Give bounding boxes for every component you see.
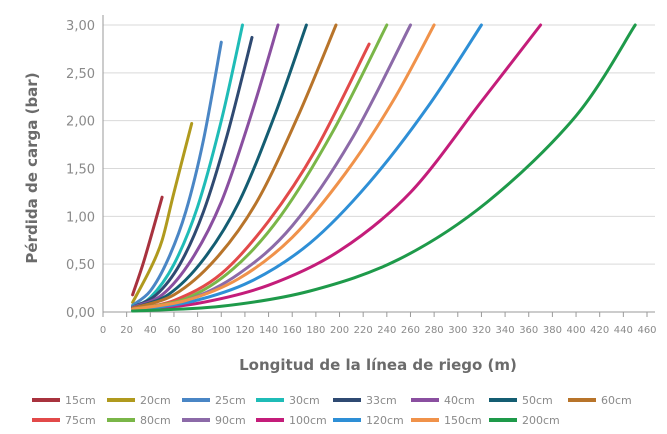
y-tick-label: 2,00 [66,115,95,130]
legend: 15cm 20cm 25cm 30cm 33cm 40cm 50cm 60cm 75cm 80cm… [32,394,632,427]
x-tick-label: 360 [519,325,538,336]
x-tick-label: 380 [543,325,562,336]
x-tick-label: 340 [496,325,515,336]
x-tick-label: 100 [212,325,231,336]
x-tick-label: 40 [144,325,157,336]
x-tick-label: 200 [330,325,349,336]
x-tick-label: 400 [566,325,585,336]
series-line-200cm [131,23,637,313]
legend-label-50cm: 50cm [522,394,553,407]
series-line-75cm [131,42,371,311]
series-line-60cm [131,23,338,310]
legend-label-80cm: 80cm [140,414,171,427]
series-line-150cm [131,23,436,311]
x-tick-label: 180 [306,325,325,336]
axes [102,15,655,317]
y-tick-label: 3,00 [66,19,95,34]
legend-label-200cm: 200cm [522,414,560,427]
series-line-50cm [131,23,308,310]
series-line-15cm [131,195,164,297]
y-tick-label: 0,00 [66,306,95,321]
series-lines [131,23,637,313]
legend-label-15cm: 15cm [65,394,96,407]
x-tick-label: 140 [259,325,278,336]
x-tick-label: 160 [283,325,302,336]
series-line-40cm [131,23,280,309]
x-tick-label: 220 [354,325,373,336]
x-axis-title: Longitud de la línea de riego (m) [239,356,517,374]
series-line-33cm [131,35,254,309]
series-line-120cm [131,23,483,312]
tick-labels: 0,00 0,50 1,00 1,50 2,00 2,50 3,00 0 20 40 60 80 100… [66,19,657,336]
x-tick-label: 0 [100,325,106,336]
legend-label-150cm: 150cm [444,414,482,427]
legend-label-120cm: 120cm [366,414,404,427]
x-tick-label: 440 [614,325,633,336]
series-line-80cm [131,23,389,311]
legend-label-33cm: 33cm [366,394,397,407]
series-line-20cm [131,122,194,304]
x-tick-label: 120 [235,325,254,336]
y-tick-label: 2,50 [66,67,95,82]
y-tick-label: 0,50 [66,258,95,273]
x-tick-label: 80 [191,325,204,336]
y-axis-title: Pérdida de carga (bar) [23,72,41,263]
x-tick-label: 20 [120,325,133,336]
x-tick-label: 300 [448,325,467,336]
x-tick-label: 460 [637,325,656,336]
legend-label-40cm: 40cm [444,394,475,407]
x-tick-label: 260 [401,325,420,336]
x-tick-label: 320 [472,325,491,336]
series-line-100cm [131,23,543,312]
x-tick-label: 240 [377,325,396,336]
legend-label-30cm: 30cm [289,394,320,407]
y-tick-label: 1,50 [66,163,95,178]
legend-label-20cm: 20cm [140,394,171,407]
legend-label-25cm: 25cm [215,394,246,407]
legend-label-75cm: 75cm [65,414,96,427]
legend-label-90cm: 90cm [215,414,246,427]
x-tick-label: 280 [425,325,444,336]
legend-label-60cm: 60cm [601,394,632,407]
x-tick-label: 420 [590,325,609,336]
x-tick-label: 60 [168,325,181,336]
legend-label-100cm: 100cm [289,414,327,427]
series-line-25cm [131,40,223,307]
y-tick-label: 1,00 [66,210,95,225]
